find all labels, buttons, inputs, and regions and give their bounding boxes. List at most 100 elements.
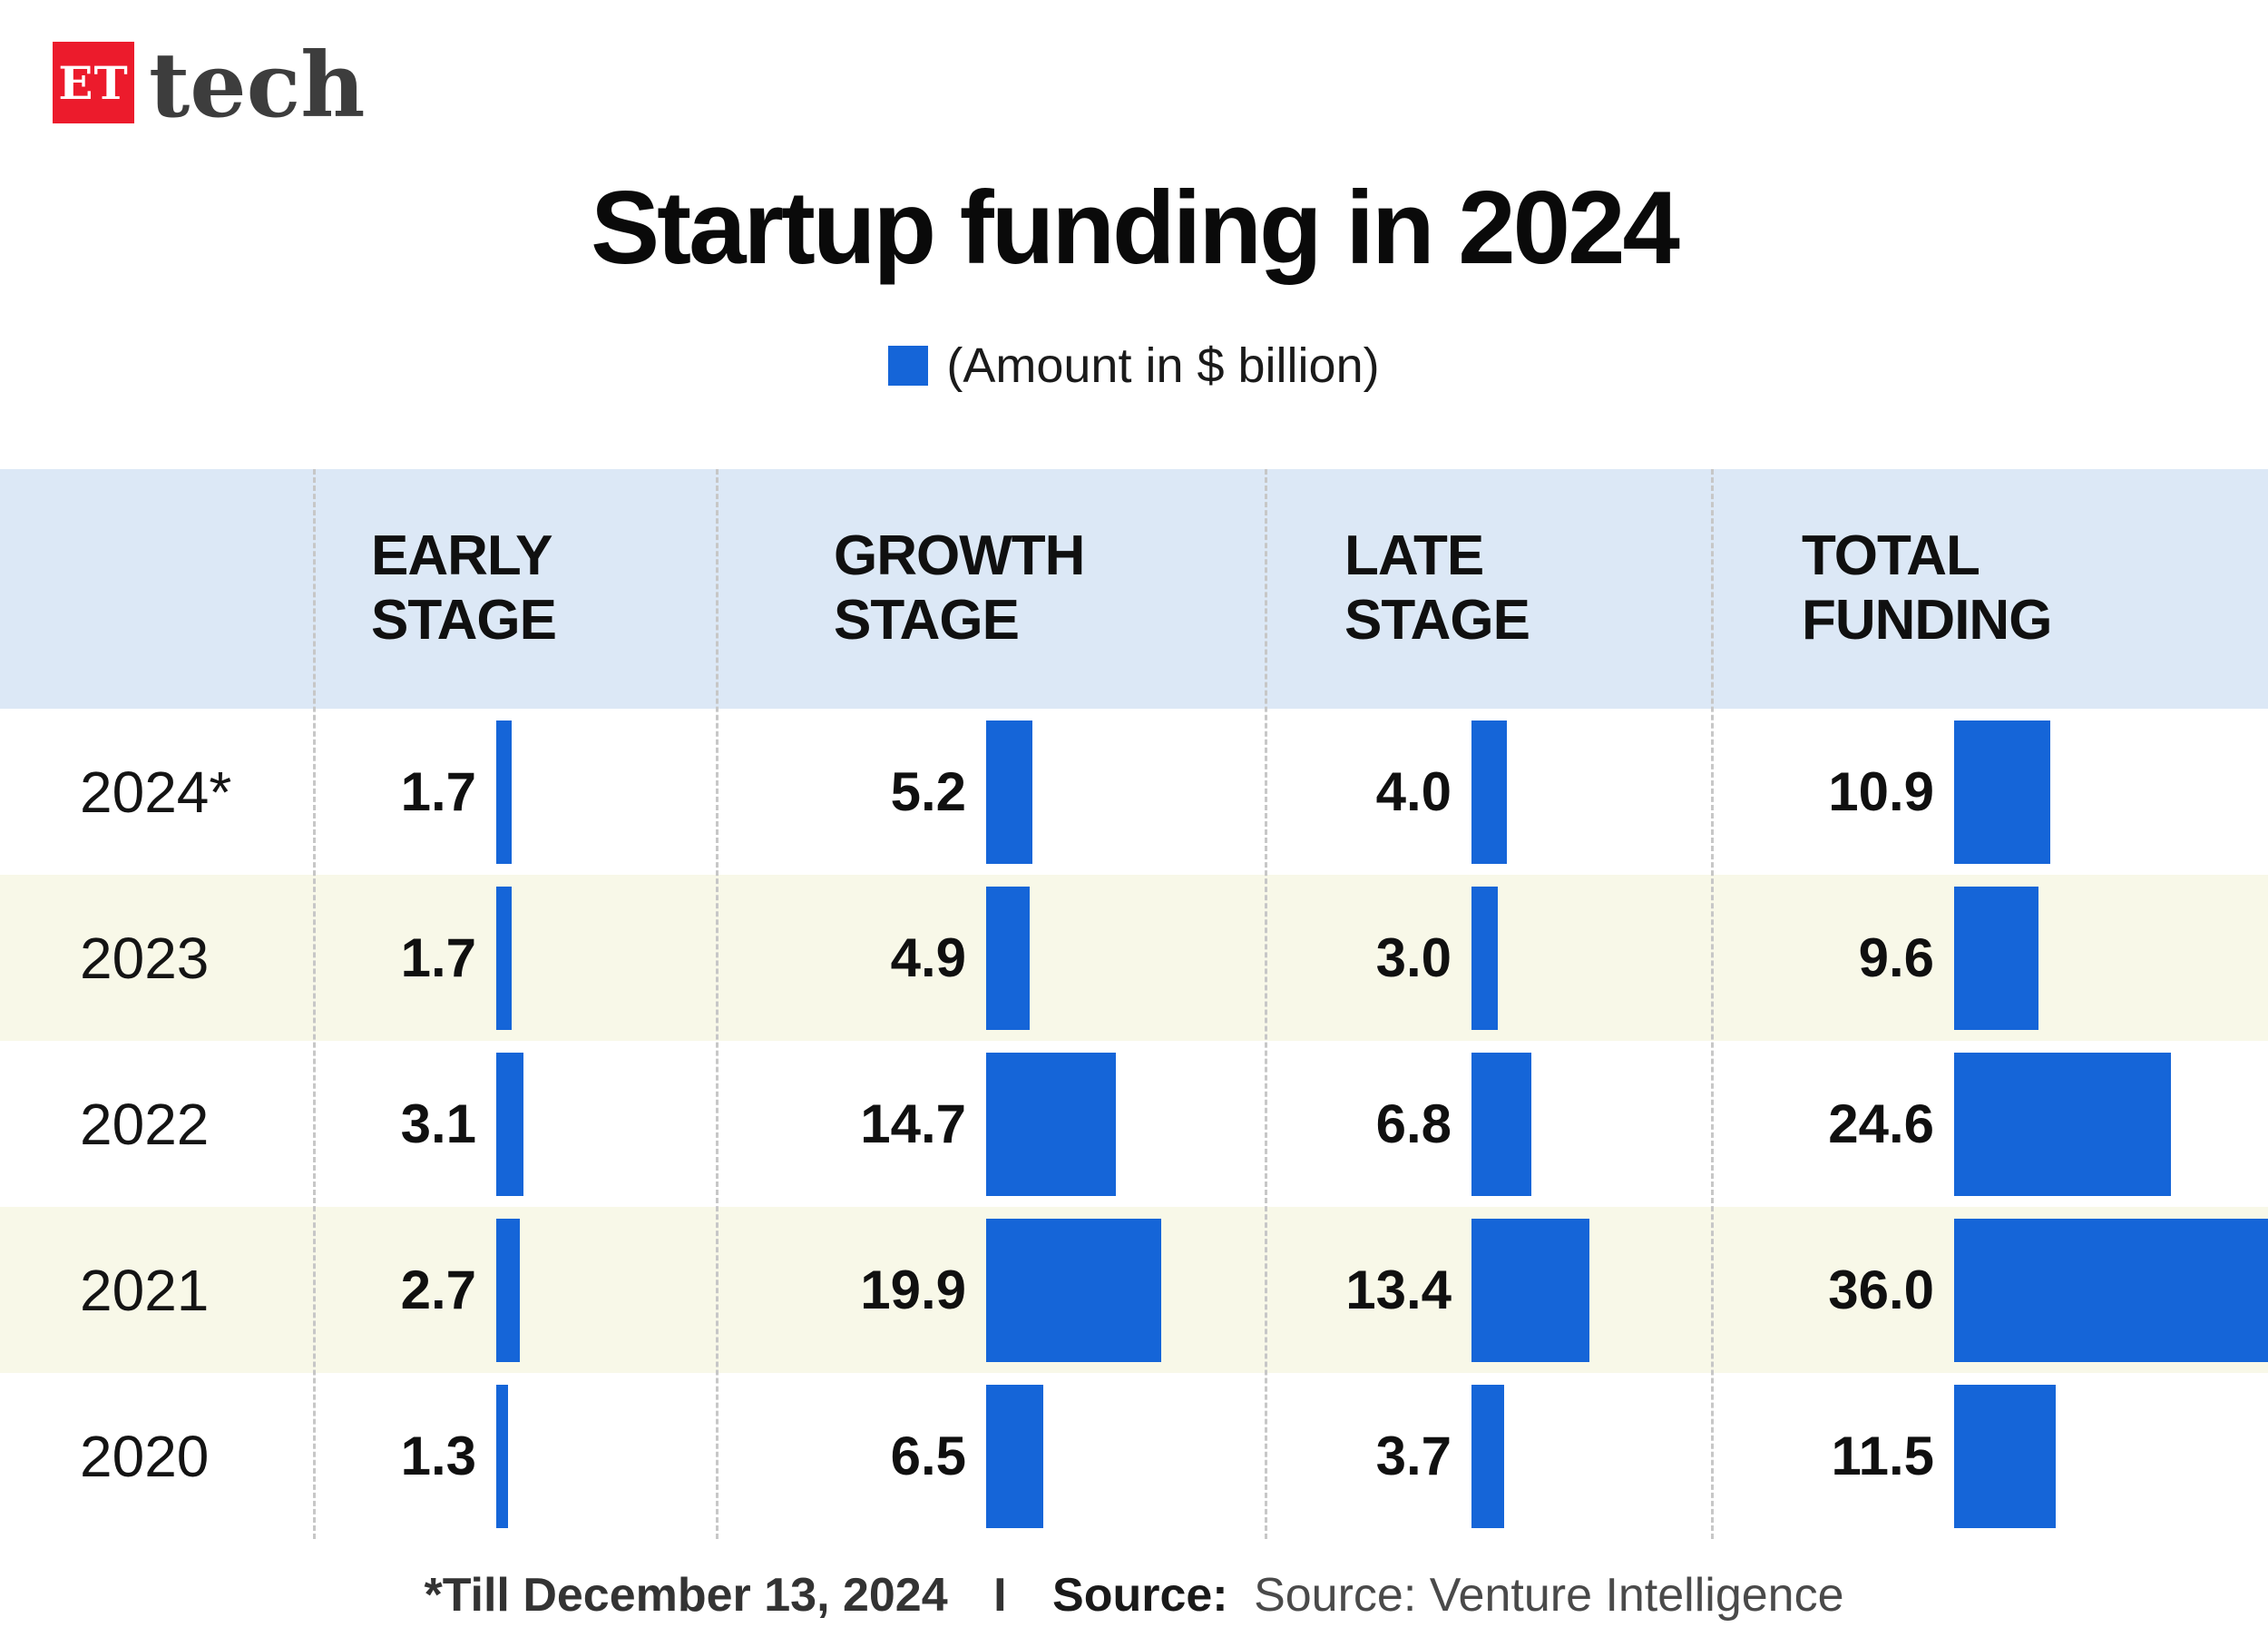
- et-tech-wordmark: tech: [149, 33, 366, 138]
- data-cell: 14.7: [716, 1041, 1265, 1207]
- bar-area: [1954, 1041, 2268, 1207]
- funding-bar: [1471, 1218, 1590, 1362]
- bar-area: [496, 875, 716, 1041]
- funding-bar: [986, 720, 1032, 864]
- table-row: 2021 2.7 19.9 13.4 36.0: [0, 1207, 2268, 1373]
- column-separator: [716, 469, 719, 1539]
- source-label: Source:: [1052, 1569, 1228, 1622]
- table-header-row: EARLY STAGE GROWTH STAGE LATE STAGE TOTAL F…: [0, 469, 2268, 709]
- data-cell: 5.2: [716, 709, 1265, 875]
- data-cell: 3.7: [1265, 1373, 1711, 1539]
- funding-value: 5.2: [890, 761, 966, 822]
- column-header-label: LATE STAGE: [1344, 524, 1530, 652]
- funding-bar: [496, 1052, 524, 1196]
- funding-value: 4.9: [890, 927, 966, 988]
- funding-value: 19.9: [860, 1260, 966, 1320]
- chart-title: Startup funding in 2024: [591, 171, 1680, 286]
- column-header-label: GROWTH STAGE: [834, 524, 1085, 652]
- data-cell: 36.0: [1711, 1207, 2268, 1373]
- bar-area: [1471, 1373, 1711, 1539]
- table-row: 2022 3.1 14.7 6.8 24.6: [0, 1041, 2268, 1207]
- legend: (Amount in $ billion): [0, 338, 2268, 394]
- header-cell: EARLY STAGE: [313, 469, 716, 709]
- funding-bar: [496, 1384, 508, 1528]
- data-cell: 1.7: [313, 709, 716, 875]
- funding-bar: [1471, 1052, 1532, 1196]
- bar-area: [496, 1373, 716, 1539]
- funding-value: 14.7: [860, 1093, 966, 1154]
- funding-value: 13.4: [1345, 1260, 1452, 1320]
- funding-value: 24.6: [1828, 1093, 1934, 1154]
- column-separator: [1265, 469, 1267, 1539]
- funding-bar: [1954, 1384, 2056, 1528]
- funding-bar: [1954, 1052, 2172, 1196]
- funding-bar: [1954, 886, 2039, 1030]
- row-year-label: 2024*: [80, 759, 232, 825]
- footer-separator: I: [993, 1569, 1007, 1622]
- funding-value: 6.5: [890, 1426, 966, 1486]
- bar-area: [1471, 875, 1711, 1041]
- funding-value: 3.0: [1375, 927, 1452, 988]
- data-cell: 11.5: [1711, 1373, 2268, 1539]
- funding-value: 9.6: [1858, 927, 1934, 988]
- data-cell: 4.0: [1265, 709, 1711, 875]
- bar-area: [1954, 875, 2268, 1041]
- funding-bar: [986, 1052, 1116, 1196]
- bar-area: [496, 709, 716, 875]
- row-year-label: 2023: [80, 925, 210, 991]
- funding-bar: [1471, 720, 1507, 864]
- data-cell: 1.7: [313, 875, 716, 1041]
- row-year-label: 2020: [80, 1423, 210, 1489]
- bar-area: [986, 1041, 1265, 1207]
- funding-value: 2.7: [400, 1260, 476, 1320]
- funding-value: 3.7: [1375, 1426, 1452, 1486]
- table-row: 2024* 1.7 5.2 4.0 10.9: [0, 709, 2268, 875]
- bar-area: [986, 1373, 1265, 1539]
- funding-bar: [986, 886, 1030, 1030]
- row-year-label: 2022: [80, 1091, 210, 1157]
- header-cell: TOTAL FUNDING: [1711, 469, 2268, 709]
- bar-area: [496, 1207, 716, 1373]
- funding-bar: [1471, 886, 1499, 1030]
- data-cell: 3.1: [313, 1041, 716, 1207]
- funding-value: 36.0: [1828, 1260, 1934, 1320]
- header-cell: LATE STAGE: [1265, 469, 1711, 709]
- header-cell: GROWTH STAGE: [716, 469, 1265, 709]
- funding-bar: [496, 1218, 521, 1362]
- bar-area: [496, 1041, 716, 1207]
- year-column-header: [0, 469, 313, 709]
- data-cell: 10.9: [1711, 709, 2268, 875]
- table-row: 2023 1.7 4.9 3.0 9.6: [0, 875, 2268, 1041]
- funding-bar: [1471, 1384, 1504, 1528]
- funding-bar: [1954, 720, 2050, 864]
- data-cell: 13.4: [1265, 1207, 1711, 1373]
- funding-value: 1.7: [400, 927, 476, 988]
- data-cell: 1.3: [313, 1373, 716, 1539]
- funding-bar: [986, 1384, 1044, 1528]
- bar-area: [1954, 1207, 2268, 1373]
- footer: *Till December 13, 2024 I Source: Source…: [0, 1568, 2268, 1622]
- legend-label: (Amount in $ billion): [946, 338, 1380, 393]
- table-row: 2020 1.3 6.5 3.7 11.5: [0, 1373, 2268, 1539]
- funding-bar: [496, 720, 512, 864]
- row-year-label: 2021: [80, 1257, 210, 1323]
- bar-area: [1954, 709, 2268, 875]
- funding-value: 1.7: [400, 761, 476, 822]
- data-cell: 6.5: [716, 1373, 1265, 1539]
- footnote: *Till December 13, 2024: [424, 1569, 948, 1622]
- funding-value: 1.3: [400, 1426, 476, 1486]
- funding-bar: [1954, 1218, 2268, 1362]
- funding-bar: [986, 1218, 1162, 1362]
- data-cell: 4.9: [716, 875, 1265, 1041]
- bar-area: [1954, 1373, 2268, 1539]
- funding-bar: [496, 886, 512, 1030]
- et-logo-mark: ET: [53, 42, 134, 123]
- data-cell: 2.7: [313, 1207, 716, 1373]
- bar-area: [986, 709, 1265, 875]
- data-cell: 19.9: [716, 1207, 1265, 1373]
- funding-value: 10.9: [1828, 761, 1934, 822]
- source-value: Source: Venture Intelligence: [1254, 1569, 1844, 1622]
- funding-value: 3.1: [400, 1093, 476, 1154]
- data-cell: 9.6: [1711, 875, 2268, 1041]
